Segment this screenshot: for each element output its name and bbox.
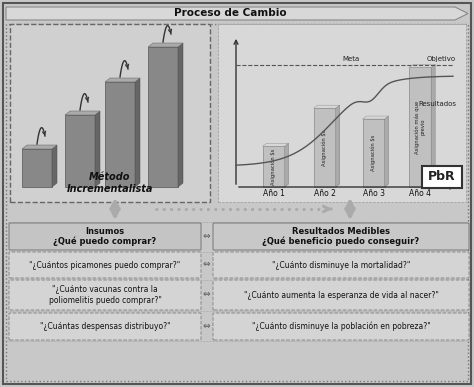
Text: PbR: PbR (428, 171, 456, 183)
Text: "¿Cuánto disminuye la población en pobreza?": "¿Cuánto disminuye la población en pobre… (252, 322, 430, 331)
Polygon shape (52, 145, 57, 187)
Text: Objetivo: Objetivo (427, 56, 456, 62)
Polygon shape (285, 143, 289, 187)
FancyBboxPatch shape (213, 313, 469, 340)
Text: "¿Cuánto disminuye la mortalidad?": "¿Cuánto disminuye la mortalidad?" (272, 260, 410, 269)
Text: ⇔: ⇔ (202, 260, 210, 269)
FancyBboxPatch shape (9, 252, 201, 278)
Text: Asignación más que
previo: Asignación más que previo (414, 101, 426, 154)
FancyBboxPatch shape (22, 149, 52, 187)
FancyBboxPatch shape (218, 24, 466, 202)
Text: "¿Cuánto aumenta la esperanza de vida al nacer?": "¿Cuánto aumenta la esperanza de vida al… (244, 291, 438, 300)
FancyBboxPatch shape (213, 280, 469, 310)
Polygon shape (384, 116, 389, 187)
Text: Año 3: Año 3 (363, 189, 384, 198)
Polygon shape (95, 111, 100, 187)
Text: Insumos
¿Qué puedo comprar?: Insumos ¿Qué puedo comprar? (54, 226, 156, 247)
Text: Asignación $s: Asignación $s (322, 129, 328, 166)
Polygon shape (263, 143, 289, 146)
Text: Método
Incrementalista: Método Incrementalista (67, 171, 153, 194)
FancyBboxPatch shape (9, 223, 201, 250)
FancyBboxPatch shape (213, 223, 469, 250)
Polygon shape (336, 105, 340, 187)
FancyBboxPatch shape (3, 3, 471, 384)
Polygon shape (363, 116, 389, 119)
Polygon shape (22, 145, 57, 149)
Polygon shape (65, 111, 100, 115)
Text: "¿Cuántos picamones puedo comprar?": "¿Cuántos picamones puedo comprar?" (29, 260, 181, 269)
FancyBboxPatch shape (263, 146, 285, 187)
Polygon shape (409, 64, 435, 67)
Text: ⇔: ⇔ (202, 322, 210, 332)
FancyBboxPatch shape (314, 108, 336, 187)
Text: Resultados: Resultados (418, 101, 456, 107)
Polygon shape (135, 78, 140, 187)
FancyBboxPatch shape (213, 252, 469, 278)
FancyBboxPatch shape (9, 313, 201, 340)
FancyBboxPatch shape (148, 47, 178, 187)
Text: "¿Cuánto vacunas contra la
poliomelitis puedo comprar?": "¿Cuánto vacunas contra la poliomelitis … (48, 285, 162, 305)
FancyBboxPatch shape (422, 166, 462, 188)
FancyBboxPatch shape (9, 280, 201, 310)
Text: Asignación $s: Asignación $s (371, 135, 376, 171)
FancyBboxPatch shape (409, 67, 431, 187)
Polygon shape (178, 43, 183, 187)
FancyBboxPatch shape (363, 119, 384, 187)
Text: Año 1: Año 1 (263, 189, 284, 198)
FancyBboxPatch shape (105, 82, 135, 187)
Text: "¿Cuántas despensas distribuyo?": "¿Cuántas despensas distribuyo?" (40, 322, 170, 331)
Text: Meta: Meta (343, 56, 360, 62)
Text: Año 4: Año 4 (409, 189, 431, 198)
Text: ⇔: ⇔ (202, 233, 210, 241)
Text: ⇔: ⇔ (202, 291, 210, 300)
FancyBboxPatch shape (10, 24, 210, 202)
Text: Resultados Medibles
¿Qué beneficio puedo conseguir?: Resultados Medibles ¿Qué beneficio puedo… (263, 226, 419, 247)
Polygon shape (105, 78, 140, 82)
Polygon shape (6, 7, 468, 20)
FancyBboxPatch shape (65, 115, 95, 187)
Text: Asignación $s: Asignación $s (271, 149, 276, 185)
Polygon shape (431, 64, 435, 187)
Polygon shape (314, 105, 340, 108)
Text: Año 2: Año 2 (314, 189, 336, 198)
Polygon shape (148, 43, 183, 47)
Text: Proceso de Cambio: Proceso de Cambio (173, 9, 286, 19)
